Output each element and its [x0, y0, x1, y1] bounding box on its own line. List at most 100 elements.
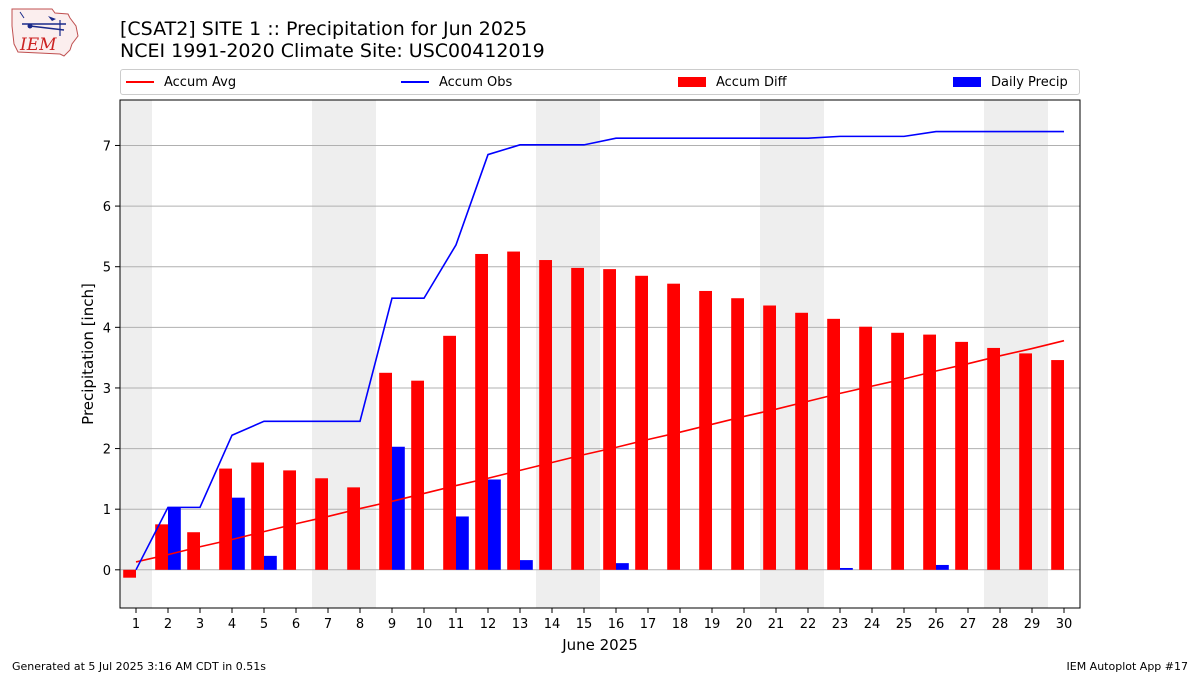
x-tick-label: 20 — [736, 617, 753, 632]
x-tick-label: 16 — [608, 617, 625, 632]
daily-precip-bar — [616, 563, 629, 570]
accum-diff-bar — [251, 462, 264, 570]
x-tick-label: 29 — [1024, 617, 1041, 632]
accum-diff-bar — [315, 478, 328, 570]
accum-diff-bar — [155, 524, 168, 570]
x-tick-label: 18 — [672, 617, 689, 632]
x-tick-label: 8 — [356, 617, 364, 632]
x-tick-label: 3 — [196, 617, 204, 632]
daily-precip-bar — [456, 516, 469, 570]
x-tick-label: 6 — [292, 617, 300, 632]
y-tick-label: 4 — [103, 321, 111, 336]
x-tick-label: 12 — [480, 617, 497, 632]
daily-precip-bar — [936, 564, 949, 570]
x-tick-label: 5 — [260, 617, 268, 632]
y-tick-label: 3 — [103, 382, 111, 397]
chart-subtitle: NCEI 1991-2020 Climate Site: USC00412019 — [120, 40, 545, 62]
daily-precip-bar — [488, 479, 501, 570]
x-tick-label: 22 — [800, 617, 817, 632]
x-tick-label: 17 — [640, 617, 657, 632]
y-tick-label: 7 — [103, 139, 111, 154]
y-axis-label: Precipitation [inch] — [79, 283, 97, 425]
x-tick-label: 1 — [132, 617, 140, 632]
daily-precip-bar — [264, 555, 277, 570]
daily-precip-bar — [168, 507, 181, 570]
accum-diff-bar — [955, 341, 968, 570]
accum-avg-line — [135, 339, 1065, 563]
accum-diff-bar — [635, 275, 648, 570]
x-tick-label: 30 — [1056, 617, 1073, 632]
daily-precip-bar — [840, 567, 853, 570]
y-tick-label: 0 — [103, 564, 111, 579]
x-tick-label: 23 — [832, 617, 849, 632]
x-tick-label: 25 — [896, 617, 913, 632]
accum-diff-bar — [827, 318, 840, 570]
x-tick-label: 9 — [388, 617, 396, 632]
x-tick-label: 24 — [864, 617, 881, 632]
x-tick-label: 4 — [228, 617, 236, 632]
accum-diff-bar — [443, 335, 456, 570]
legend-swatch-accum-avg — [126, 81, 154, 83]
legend-swatch-daily-precip — [953, 77, 981, 87]
x-axis-label: June 2025 — [561, 636, 638, 654]
legend-item-daily-precip: Daily Precip — [953, 70, 1068, 94]
legend-item-accum-avg: Accum Avg — [126, 70, 236, 94]
accum-diff-bar — [891, 332, 904, 570]
accum-diff-bar — [539, 260, 552, 570]
accum-diff-bar — [347, 487, 360, 570]
svg-text:IEM: IEM — [19, 35, 57, 55]
legend-item-accum-diff: Accum Diff — [678, 70, 787, 94]
x-tick-label: 11 — [448, 617, 465, 632]
accum-diff-bar — [603, 269, 616, 570]
daily-precip-bar — [520, 560, 533, 570]
accum-diff-bar — [763, 305, 776, 570]
weekend-band — [120, 100, 152, 608]
accum-diff-bar — [411, 380, 424, 570]
accum-diff-bar — [571, 267, 584, 570]
chart-title: [CSAT2] SITE 1 :: Precipitation for Jun … — [120, 18, 528, 40]
footer-app-label: IEM Autoplot App #17 — [1066, 660, 1189, 673]
x-tick-label: 15 — [576, 617, 593, 632]
accum-obs-line — [135, 130, 1064, 571]
accum-diff-bar — [123, 569, 136, 578]
accum-diff-bar — [283, 470, 296, 570]
accum-diff-bar — [475, 253, 488, 570]
accum-diff-bar — [219, 468, 232, 570]
accum-diff-bar — [667, 283, 680, 570]
x-tick-label: 19 — [704, 617, 721, 632]
x-tick-label: 13 — [512, 617, 529, 632]
accum-diff-bar — [859, 326, 872, 570]
accum-diff-bar — [1051, 360, 1064, 570]
accum-diff-bar — [795, 312, 808, 570]
x-tick-label: 2 — [164, 617, 172, 632]
legend-swatch-accum-diff — [678, 77, 706, 87]
accum-diff-bar — [1019, 353, 1032, 570]
legend-item-accum-obs: Accum Obs — [401, 70, 512, 94]
legend-label-accum-obs: Accum Obs — [439, 74, 513, 90]
iem-logo: IEM — [11, 8, 79, 57]
footer-generated-text: Generated at 5 Jul 2025 3:16 AM CDT in 0… — [12, 660, 266, 673]
y-tick-label: 6 — [103, 200, 111, 215]
accum-diff-bar — [379, 372, 392, 570]
legend-label-accum-avg: Accum Avg — [164, 74, 237, 90]
daily-precip-bar — [232, 497, 245, 570]
accum-diff-bar — [731, 298, 744, 570]
accum-diff-bar — [187, 532, 200, 570]
x-tick-label: 14 — [544, 617, 561, 632]
legend-swatch-accum-obs — [401, 81, 429, 83]
legend-label-accum-diff: Accum Diff — [716, 74, 787, 90]
daily-precip-bar — [392, 446, 405, 570]
accum-diff-bar — [923, 334, 936, 570]
plot-frame — [119, 99, 1081, 609]
accum-diff-bar — [699, 290, 712, 570]
x-tick-label: 10 — [416, 617, 433, 632]
y-tick-label: 2 — [103, 443, 111, 458]
y-tick-label: 5 — [103, 261, 111, 276]
x-tick-label: 27 — [960, 617, 977, 632]
x-tick-label: 26 — [928, 617, 945, 632]
accum-diff-bar — [507, 251, 520, 570]
y-tick-label: 1 — [103, 503, 111, 518]
legend-label-daily-precip: Daily Precip — [991, 74, 1068, 90]
chart-legend: Accum Avg Accum Obs Accum Diff Daily Pre… — [120, 69, 1080, 95]
